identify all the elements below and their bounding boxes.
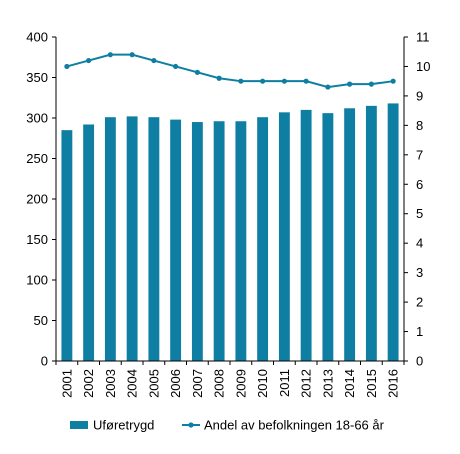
right-tick-label: 3: [416, 265, 423, 280]
legend-label-line: Andel av befolkningen 18-66 år: [204, 418, 385, 433]
line-point-2005: [151, 57, 157, 64]
x-tick-label: 2009: [233, 369, 248, 398]
line-point-2012: [303, 78, 309, 84]
line-point-2003: [107, 52, 113, 58]
line-point-2014: [347, 81, 353, 87]
left-tick-label: 0: [41, 354, 48, 369]
right-tick-label: 11: [416, 30, 430, 45]
x-tick-label: 2013: [320, 369, 335, 398]
legend-swatch-bar: [70, 421, 88, 429]
bar-2001: [61, 130, 73, 361]
bar-2011: [278, 112, 290, 361]
x-tick-label: 2008: [212, 369, 227, 398]
legend: Uføretrygd Andel av befolkningen 18-66 år: [70, 418, 385, 433]
bar-2003: [104, 117, 116, 361]
left-tick-label: 50: [34, 313, 48, 328]
left-tick-label: 100: [26, 273, 48, 288]
bar-series: [61, 103, 399, 362]
bar-2007: [191, 122, 203, 361]
left-tick-label: 250: [26, 151, 48, 166]
x-tick-label: 2015: [364, 369, 379, 398]
right-tick-label: 0: [416, 354, 423, 369]
left-tick-label: 200: [26, 192, 48, 207]
right-tick-label: 7: [416, 147, 423, 162]
line-point-2010: [260, 78, 266, 84]
x-tick-label: 2004: [125, 369, 140, 398]
line-point-2011: [281, 78, 287, 84]
bar-2002: [83, 124, 95, 361]
x-tick-label: 2010: [255, 369, 270, 398]
bar-2004: [126, 116, 138, 361]
x-tick-label: 2006: [168, 369, 183, 398]
x-tick-label: 2003: [103, 369, 118, 398]
right-tick-label: 10: [416, 59, 430, 74]
bar-2006: [170, 119, 182, 362]
line-point-2004: [129, 52, 135, 58]
axes: 0 50 100 150 200 250 300 350 400 0 1 2 3 4 5 6 7 8 9 10 11 20…: [26, 30, 430, 398]
bar-2014: [344, 108, 356, 361]
line-point-2002: [86, 57, 92, 64]
left-tick-label: 150: [26, 232, 48, 247]
legend-label-bar: Uføretrygd: [93, 418, 154, 433]
x-tick-label: 2016: [386, 369, 401, 398]
legend-swatch-marker: [188, 422, 194, 428]
bar-2009: [235, 121, 247, 362]
bar-2008: [213, 121, 225, 362]
bar-2010: [257, 117, 269, 361]
left-tick-label: 300: [26, 111, 48, 126]
x-tick-label: 2014: [342, 369, 357, 398]
left-tick-label: 350: [26, 70, 48, 85]
right-tick-label: 9: [416, 88, 423, 103]
x-tick-label: 2001: [59, 369, 74, 398]
right-tick-label: 1: [416, 324, 423, 339]
line-point-2007: [194, 69, 200, 75]
bar-2013: [322, 113, 334, 361]
line-point-2016: [390, 78, 396, 84]
x-tick-label: 2012: [299, 369, 314, 398]
bar-2012: [300, 109, 312, 362]
bar-2005: [148, 117, 160, 361]
right-tick-label: 4: [416, 236, 423, 251]
right-tick-label: 2: [416, 295, 423, 310]
x-tick-label: 2007: [190, 369, 205, 398]
left-tick-label: 400: [26, 30, 48, 45]
bar-2015: [365, 105, 377, 361]
x-tick-label: 2002: [81, 369, 96, 398]
line-point-2015: [368, 81, 374, 87]
right-tick-label: 8: [416, 118, 423, 133]
line-point-2013: [325, 84, 331, 90]
x-tick-label: 2005: [146, 369, 161, 398]
line-path: [66, 53, 394, 89]
bar-2016: [387, 103, 399, 362]
line-point-2008: [216, 75, 222, 81]
right-tick-label: 6: [416, 177, 423, 192]
line-point-2006: [173, 63, 179, 70]
line-point-2009: [238, 78, 244, 84]
right-tick-label: 5: [416, 206, 423, 221]
line-point-2001: [64, 63, 70, 70]
line-series: [64, 52, 396, 90]
x-tick-label: 2011: [277, 369, 292, 397]
